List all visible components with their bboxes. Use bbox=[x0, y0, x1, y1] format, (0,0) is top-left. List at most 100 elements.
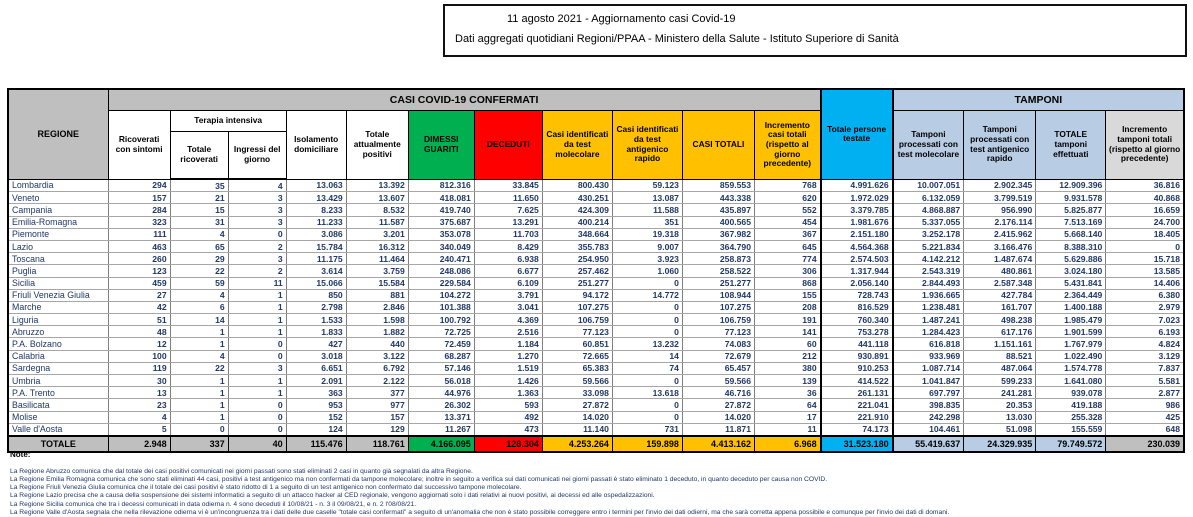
value-cell: 141 bbox=[753, 325, 822, 339]
value-cell: 398.835 bbox=[892, 398, 965, 412]
value-cell: 51.098 bbox=[963, 422, 1037, 437]
value-cell: 3.018 bbox=[285, 349, 347, 363]
value-cell: 258.522 bbox=[681, 264, 755, 278]
value-cell: 1.981.676 bbox=[819, 215, 894, 229]
value-cell: 5.668.140 bbox=[1035, 227, 1107, 241]
value-cell: 1 bbox=[227, 373, 287, 388]
value-cell: 107.275 bbox=[541, 300, 613, 315]
value-cell: 419.188 bbox=[1035, 398, 1107, 412]
value-cell: 1 bbox=[169, 410, 229, 424]
region-name: Sicilia bbox=[7, 276, 109, 290]
table-row: Lombardia 294 35 4 13.063 13.392 812.316 33.845… bbox=[7, 178, 1185, 193]
region-name: Molise bbox=[7, 410, 109, 424]
value-cell: 4.369 bbox=[473, 313, 543, 327]
table-row: Marche 42 6 1 2.798 2.846 101.388 3.041 107.275 0… bbox=[7, 300, 1185, 315]
value-cell: 104.272 bbox=[407, 288, 475, 302]
value-cell: 11.871 bbox=[681, 422, 755, 437]
value-cell: 44.976 bbox=[407, 386, 475, 400]
table-row: Valle d'Aosta 5 0 0 124 129 11.267 473 11.140 731… bbox=[7, 422, 1185, 437]
value-cell: 7.513.169 bbox=[1035, 215, 1107, 229]
value-cell: 12.909.396 bbox=[1035, 178, 1107, 193]
value-cell: 104.461 bbox=[892, 422, 965, 437]
region-name: Umbria bbox=[7, 373, 109, 388]
value-cell: 2.574.503 bbox=[819, 252, 894, 266]
value-cell: 480.861 bbox=[963, 264, 1037, 278]
note-line: La Regione Friuli Venezia Giulia comunic… bbox=[10, 484, 522, 492]
value-cell: 14.020 bbox=[681, 410, 755, 424]
value-cell: 1.936.665 bbox=[892, 288, 965, 302]
region-name: Valle d'Aosta bbox=[7, 422, 109, 437]
value-cell: 2.122 bbox=[345, 373, 409, 388]
value-cell: 11 bbox=[753, 422, 822, 437]
value-cell: 2.844.493 bbox=[892, 276, 965, 290]
totale-value-cell: 2.948 bbox=[107, 434, 171, 453]
value-cell: 23 bbox=[107, 398, 171, 412]
value-cell: 340.049 bbox=[407, 239, 475, 254]
value-cell: 859.553 bbox=[681, 178, 755, 193]
value-cell: 0 bbox=[227, 410, 287, 424]
value-cell: 498.238 bbox=[963, 313, 1037, 327]
value-cell: 11.464 bbox=[345, 252, 409, 266]
value-cell: 59.123 bbox=[611, 178, 683, 193]
value-cell: 1.060 bbox=[611, 264, 683, 278]
value-cell: 463 bbox=[107, 239, 171, 254]
value-cell: 14 bbox=[611, 349, 683, 363]
value-cell: 208 bbox=[753, 300, 822, 315]
value-cell: 1.400.188 bbox=[1035, 300, 1107, 315]
value-cell: 13 bbox=[107, 386, 171, 400]
value-cell: 1.270 bbox=[473, 349, 543, 363]
value-cell: 2.091 bbox=[285, 373, 347, 388]
value-cell: 3.614 bbox=[285, 264, 347, 278]
value-cell: 8.429 bbox=[473, 239, 543, 254]
value-cell: 1.087.714 bbox=[892, 361, 965, 376]
value-cell: 5.431.841 bbox=[1035, 276, 1107, 290]
value-cell: 5.825.877 bbox=[1035, 203, 1107, 217]
value-cell: 48 bbox=[107, 325, 171, 339]
value-cell: 72.679 bbox=[681, 349, 755, 363]
region-name: Lazio bbox=[7, 239, 109, 254]
value-cell: 77.123 bbox=[541, 325, 613, 339]
value-cell: 106.759 bbox=[681, 313, 755, 327]
value-cell: 4.991.626 bbox=[819, 178, 894, 193]
region-name: Sardegna bbox=[7, 361, 109, 376]
value-cell: 11.267 bbox=[407, 422, 475, 437]
value-cell: 8.532 bbox=[345, 203, 409, 217]
value-cell: 2.151.180 bbox=[819, 227, 894, 241]
table-row: Puglia 123 22 2 3.614 3.759 248.086 6.677 257.46… bbox=[7, 264, 1185, 278]
totale-value-cell: 24.329.935 bbox=[963, 434, 1037, 453]
value-cell: 5.629.886 bbox=[1035, 252, 1107, 266]
column-header-terapia-intensiva: Terapia intensiva bbox=[169, 110, 287, 132]
value-cell: 4.564.368 bbox=[819, 239, 894, 254]
value-cell: 13.030 bbox=[963, 410, 1037, 424]
value-cell: 2.176.114 bbox=[963, 215, 1037, 229]
value-cell: 2.516 bbox=[473, 325, 543, 339]
value-cell: 251.277 bbox=[681, 276, 755, 290]
value-cell: 124 bbox=[285, 422, 347, 437]
value-cell: 3.041 bbox=[473, 300, 543, 315]
value-cell: 19.318 bbox=[611, 227, 683, 241]
value-cell: 11.703 bbox=[473, 227, 543, 241]
value-cell: 1.533 bbox=[285, 313, 347, 327]
value-cell: 881 bbox=[345, 288, 409, 302]
value-cell: 0 bbox=[1105, 239, 1185, 254]
value-cell: 731 bbox=[611, 422, 683, 437]
value-cell: 459 bbox=[107, 276, 171, 290]
value-cell: 2.979 bbox=[1105, 300, 1185, 315]
value-cell: 13.291 bbox=[473, 215, 543, 229]
value-cell: 375.687 bbox=[407, 215, 475, 229]
value-cell: 9.931.578 bbox=[1035, 191, 1107, 205]
value-cell: 5.337.055 bbox=[892, 215, 965, 229]
value-cell: 0 bbox=[227, 337, 287, 351]
value-cell: 424.309 bbox=[541, 203, 613, 217]
value-cell: 294 bbox=[107, 178, 171, 193]
totale-value-cell: 128.304 bbox=[473, 434, 543, 453]
value-cell: 1 bbox=[169, 373, 229, 388]
totale-value-cell: 6.968 bbox=[753, 434, 822, 453]
value-cell: 157 bbox=[107, 191, 171, 205]
value-cell: 353.078 bbox=[407, 227, 475, 241]
value-cell: 155 bbox=[753, 288, 822, 302]
value-cell: 4 bbox=[169, 227, 229, 241]
value-cell: 3.379.785 bbox=[819, 203, 894, 217]
value-cell: 1.041.847 bbox=[892, 373, 965, 388]
value-cell: 3.252.178 bbox=[892, 227, 965, 241]
